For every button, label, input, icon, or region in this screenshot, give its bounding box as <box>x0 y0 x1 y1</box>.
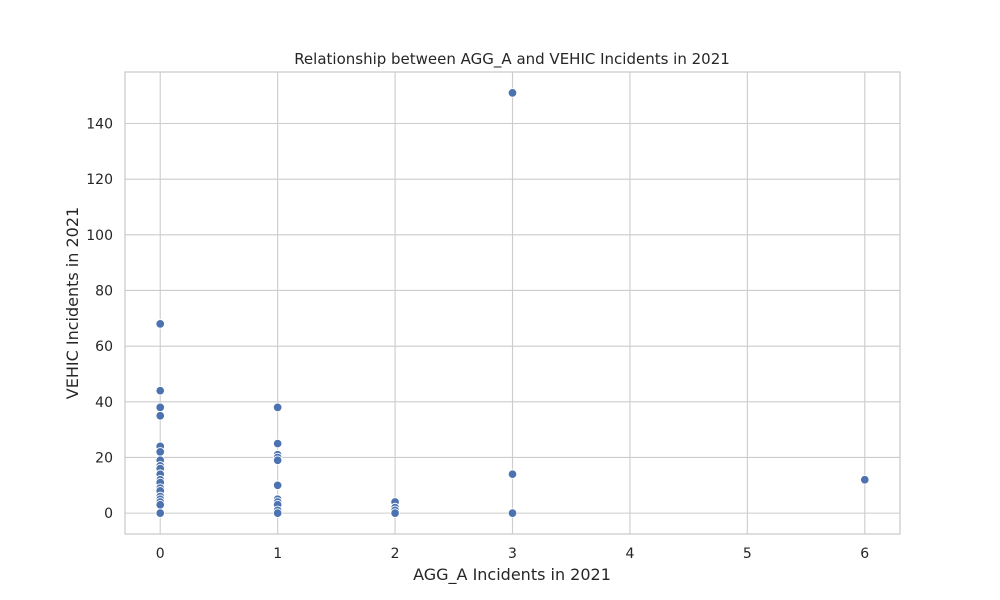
data-point <box>272 455 283 465</box>
x-tick-label: 0 <box>156 546 165 562</box>
y-tick-label: 100 <box>86 228 113 244</box>
x-tick-labels: 0 1 2 3 4 5 6 <box>156 546 870 562</box>
data-point <box>272 480 283 491</box>
x-tick-label: 2 <box>391 546 400 562</box>
plot-frame <box>124 71 901 535</box>
data-point <box>155 402 165 413</box>
data-point <box>272 438 283 449</box>
data-point <box>507 469 518 479</box>
y-tick-label: 140 <box>86 116 113 132</box>
y-tick-label: 120 <box>86 172 113 188</box>
x-tick-label: 4 <box>625 546 634 562</box>
y-tick-label: 80 <box>95 283 113 299</box>
x-tick-label: 3 <box>508 546 517 562</box>
data-point <box>272 402 283 413</box>
data-points <box>155 88 870 518</box>
grid <box>125 72 900 534</box>
x-tick-label: 6 <box>860 546 869 562</box>
x-tick-label: 5 <box>743 546 752 562</box>
y-tick-label: 0 <box>104 506 113 522</box>
x-axis-title: AGG_A Incidents in 2021 <box>413 565 611 585</box>
y-axis-title: VEHIC Incidents in 2021 <box>63 207 82 399</box>
x-tick-label: 1 <box>273 546 282 562</box>
data-point <box>155 500 165 510</box>
data-point <box>155 385 165 396</box>
y-tick-label: 60 <box>95 339 113 355</box>
y-tick-labels: 0 20 40 60 80 100 120 140 <box>86 116 113 522</box>
y-tick-label: 40 <box>95 395 113 411</box>
data-point <box>507 508 518 518</box>
data-point <box>507 88 518 98</box>
data-point <box>860 474 870 485</box>
data-point <box>155 508 165 518</box>
data-point <box>155 410 165 421</box>
data-point <box>272 508 283 518</box>
data-point <box>155 447 165 457</box>
y-tick-label: 20 <box>95 450 113 466</box>
data-point <box>155 319 165 329</box>
chart-title: Relationship between AGG_A and VEHIC Inc… <box>294 50 730 69</box>
data-point <box>390 508 400 518</box>
